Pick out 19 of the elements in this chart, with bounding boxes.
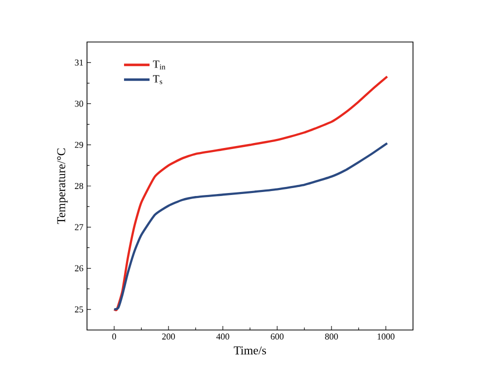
line-series [113, 75, 388, 311]
x-tick-label: 1000 [378, 334, 394, 340]
y-tick-label: 28 [74, 182, 84, 190]
x-tick-label: 600 [270, 334, 284, 340]
y-tick-label: 26 [74, 265, 84, 272]
y-tick-label: 31 [74, 60, 83, 66]
x-tick-label: 400 [216, 334, 230, 340]
y-tick-label: 30 [74, 100, 84, 107]
x-tick-label: 0 [112, 334, 116, 340]
x-axis-title: Time/s [234, 346, 266, 354]
x-tick-label: 800 [325, 334, 338, 340]
x-tick-label: 200 [162, 334, 175, 340]
legend-label: T$_{s}$ [152, 75, 162, 84]
y-axis-title: Temperature/°C [57, 148, 68, 224]
y-tick-label: 27 [74, 224, 84, 230]
legend-label: T$_{in}$ [152, 60, 166, 70]
line-series [113, 142, 388, 311]
y-tick-label: 25 [74, 306, 84, 312]
y-tick-label: 29 [74, 142, 84, 148]
